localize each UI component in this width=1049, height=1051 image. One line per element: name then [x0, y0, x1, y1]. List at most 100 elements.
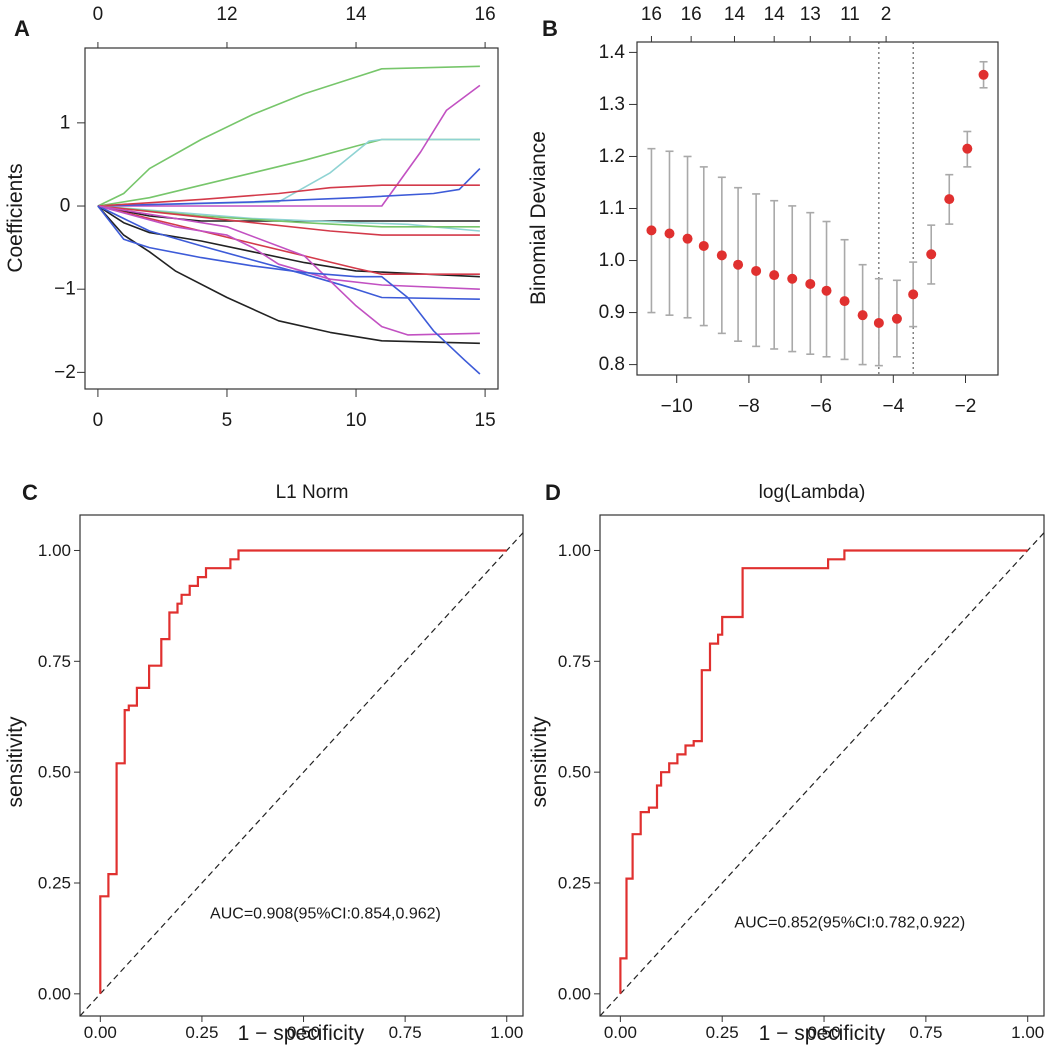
panel-b-ytick-label: 1.4 [599, 42, 626, 63]
panel-b-cv-deviance: B −10 −8 −6 −4 −2 0.8 0.9 1.0 1.1 1.2 1.3 1.4 16 16 14… [527, 4, 999, 417]
panel-a-path-blue-2 [97, 205, 480, 300]
panel-d-plot-area: 0.00 0.00 0.25 0.25 0.50 0.50 0.75 0.75 1.00 1.00… [558, 532, 1045, 1042]
panel-c-xtick-label: 0.75 [389, 1023, 422, 1042]
panel-a-path-blue-1 [97, 168, 481, 207]
panel-b-ytick-label: 0.9 [599, 302, 625, 323]
panel-c-roc-line [99, 549, 507, 994]
panel-d-diagonal-reference [599, 532, 1045, 1017]
panel-c-title: L1 Norm [276, 482, 349, 503]
panel-b-point [978, 69, 989, 80]
panel-b-point [646, 225, 657, 236]
panel-a-path-red-1 [97, 184, 480, 207]
panel-b-xtick-label: −4 [882, 396, 904, 417]
panel-b-xtick-label: −8 [738, 396, 760, 417]
panel-c-diagonal-reference [79, 532, 524, 1017]
panel-a-xtick-label: 5 [222, 410, 233, 431]
panel-c-xtick-label: 0.50 [287, 1023, 320, 1042]
panel-c-xtick-label: 0.00 [84, 1023, 117, 1042]
panel-d-xlabel: 1 − specificity [759, 1022, 886, 1045]
panel-a-path-red-3 [97, 205, 480, 276]
panel-b-top-tick-label: 14 [724, 4, 746, 25]
panel-c-roc-curve: C L1 Norm 0.00 0.00 0.25 0.25 0.50 0.50 0.75 0.… [4, 480, 524, 1045]
panel-d-ytick-label: 0.00 [558, 984, 591, 1003]
panel-c-ytick-label: 0.00 [38, 984, 71, 1003]
panel-d-ylabel: sensitivity [528, 716, 551, 808]
panel-d-ytick-label: 0.25 [558, 873, 591, 892]
panel-a-ytick-label: 1 [60, 112, 71, 133]
panel-c-ytick-label: 0.50 [38, 763, 71, 782]
panel-c-xtick-label: 1.00 [490, 1023, 523, 1042]
panel-b-point [944, 194, 955, 205]
panel-b-point [751, 265, 762, 276]
panel-b-frame [636, 41, 999, 376]
panel-b-point [962, 143, 973, 154]
panel-c-auc-annotation: AUC=0.908(95%CI:0.854,0.962) [210, 906, 441, 923]
panel-b-plot-area: −10 −8 −6 −4 −2 0.8 0.9 1.0 1.1 1.2 1.3 1.4 16 16 14 14… [599, 4, 989, 417]
panel-a-ytick-label: 0 [60, 196, 71, 217]
panel-d-xtick-label: 1.00 [1011, 1023, 1044, 1042]
panel-c-ytick-label: 1.00 [38, 541, 71, 560]
panel-b-point [839, 296, 850, 307]
panel-a-path-blue-3 [97, 205, 481, 375]
panel-a-path-magenta-3 [97, 205, 480, 336]
panel-b-point [891, 313, 902, 324]
panel-d-xtick-label: 0.00 [604, 1023, 637, 1042]
panel-c-ylabel: sensitivity [4, 716, 27, 808]
panel-a-path-green-1 [97, 65, 480, 207]
panel-b-top-tick-label: 16 [681, 4, 702, 25]
panel-d-ytick-label: 0.50 [558, 763, 591, 782]
panel-b-point [857, 310, 868, 321]
panel-b-point [787, 273, 798, 284]
panel-d-ytick-label: 0.75 [558, 652, 591, 671]
panel-b-top-tick-label: 2 [881, 4, 892, 25]
panel-c-ytick-label: 0.25 [38, 873, 71, 892]
panel-a-path-black-1 [97, 205, 480, 222]
panel-b-point [716, 250, 727, 261]
panel-d-frame [599, 514, 1045, 1017]
panel-b-point [682, 233, 693, 244]
panel-d-roc-curve: D log(Lambda) 0.000.000.250.250.500.500.… [528, 480, 1045, 1045]
panel-a-path-black-3 [97, 205, 480, 345]
panel-b-point [908, 289, 919, 300]
panel-b-ytick-label: 1.0 [599, 250, 625, 271]
panel-c-frame [79, 514, 524, 1017]
panel-a-frame [84, 47, 499, 390]
panel-b-point [873, 317, 884, 328]
panel-b-point [821, 285, 832, 296]
panel-b-point [805, 278, 816, 289]
panel-d-xtick-label: 0.50 [807, 1023, 840, 1042]
panel-b-ytick-label: 1.2 [599, 146, 625, 167]
panel-a-xtick-label: 10 [345, 410, 366, 431]
panel-a-letter: A [14, 16, 30, 41]
panel-c-ytick-label: 0.75 [38, 652, 71, 671]
panel-a-ylabel: Coefficients [4, 163, 27, 272]
panel-d-auc-annotation: AUC=0.852(95%CI:0.782,0.922) [734, 914, 965, 931]
panel-d-roc-line [619, 549, 1028, 994]
panel-b-ytick-label: 1.1 [599, 198, 625, 219]
panel-d-title: log(Lambda) [759, 482, 866, 503]
panel-a-path-red-2 [97, 205, 480, 236]
panel-d-ytick-label: 1.00 [558, 541, 591, 560]
panel-a-path-magenta-2 [97, 205, 480, 290]
panel-b-point [733, 259, 744, 270]
panel-a-top-tick-label: 14 [345, 4, 367, 25]
panel-b-point [698, 240, 709, 251]
panel-b-xtick-label: −10 [661, 396, 693, 417]
panel-a-top-tick-label: 16 [475, 4, 496, 25]
panel-b-top-tick-label: 16 [641, 4, 662, 25]
panel-b-letter: B [542, 16, 558, 41]
panel-a-ytick-label: −2 [54, 362, 76, 383]
panel-b-ytick-label: 0.8 [599, 354, 625, 375]
panel-a-xtick-label: 0 [93, 410, 104, 431]
panel-d-xtick-label: 0.25 [706, 1023, 739, 1042]
panel-b-top-tick-label: 11 [840, 4, 860, 25]
panel-c-letter: C [22, 480, 38, 505]
panel-b-top-tick-label: 14 [764, 4, 786, 25]
panel-d-xtick-label: 0.75 [909, 1023, 942, 1042]
panel-a-xtick-label: 15 [475, 410, 496, 431]
panel-b-top-tick-label: 13 [800, 4, 821, 25]
panel-c-xtick-label: 0.25 [185, 1023, 218, 1042]
panel-a-path-black-2 [97, 205, 480, 278]
